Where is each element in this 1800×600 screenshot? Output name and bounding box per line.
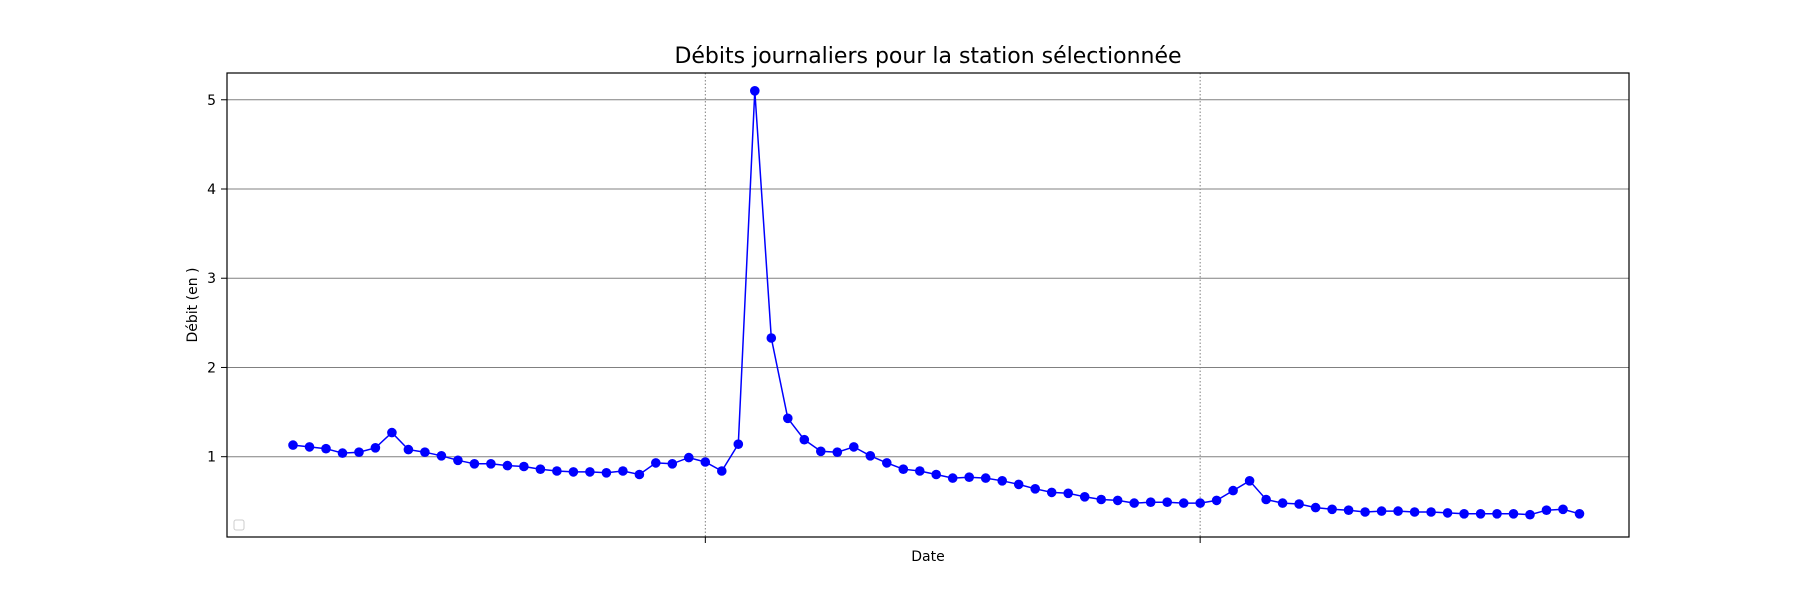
data-point xyxy=(750,86,760,96)
y-tick-label: 5 xyxy=(207,93,216,109)
data-point xyxy=(947,473,958,483)
data-point xyxy=(1426,507,1436,517)
data-point xyxy=(766,333,777,343)
chart-title: Débits journaliers pour la station sélec… xyxy=(674,44,1181,69)
data-point xyxy=(964,472,974,483)
legend-box xyxy=(233,519,245,531)
series-layer xyxy=(288,86,1585,520)
data-point xyxy=(469,459,480,469)
data-point xyxy=(535,464,546,475)
data-point xyxy=(618,466,628,476)
data-point xyxy=(337,448,348,458)
data-point xyxy=(1112,495,1123,506)
data-point xyxy=(1294,499,1304,509)
data-point xyxy=(849,442,859,452)
data-point xyxy=(915,466,925,476)
data-point xyxy=(453,455,463,466)
data-point xyxy=(931,469,941,480)
data-point xyxy=(601,468,612,478)
data-point xyxy=(519,461,529,472)
data-point xyxy=(1360,507,1370,517)
y-tick-label: 1 xyxy=(207,450,216,466)
data-point xyxy=(700,457,711,467)
data-point xyxy=(651,458,661,468)
data-point xyxy=(1277,498,1288,508)
data-point xyxy=(1013,479,1024,490)
data-point xyxy=(1541,505,1552,515)
data-point xyxy=(1409,507,1420,517)
data-point xyxy=(370,443,381,453)
plot-frame xyxy=(226,72,1630,538)
data-point xyxy=(420,447,430,458)
data-point xyxy=(1162,497,1172,508)
data-point xyxy=(1145,497,1156,508)
data-point xyxy=(436,451,447,461)
data-point xyxy=(898,464,909,475)
data-point xyxy=(1178,498,1189,508)
data-point xyxy=(684,452,694,463)
data-point xyxy=(1046,487,1057,498)
y-tick-label: 4 xyxy=(207,182,216,198)
data-point xyxy=(1492,509,1502,519)
data-point xyxy=(865,451,876,461)
data-point xyxy=(1096,494,1106,505)
series-line xyxy=(292,90,1580,516)
data-point xyxy=(1244,476,1255,486)
data-point xyxy=(552,466,562,476)
data-point xyxy=(832,447,843,458)
data-point xyxy=(568,467,579,477)
x-ticks xyxy=(704,537,1201,543)
data-point xyxy=(1393,506,1403,516)
data-point xyxy=(1508,509,1519,519)
data-point xyxy=(1079,492,1090,502)
data-point xyxy=(1030,484,1040,494)
data-point xyxy=(1459,509,1469,519)
data-point xyxy=(304,442,315,452)
data-point xyxy=(387,427,397,438)
data-point xyxy=(403,444,414,455)
data-point xyxy=(997,476,1007,486)
data-point xyxy=(288,440,298,450)
data-point xyxy=(882,458,892,468)
x-axis-label: Date xyxy=(911,549,944,565)
data-point xyxy=(1063,488,1073,499)
data-point xyxy=(1129,498,1139,508)
y-tick-label: 2 xyxy=(207,360,216,376)
y-tick-label: 3 xyxy=(207,271,216,287)
data-point xyxy=(1558,504,1568,515)
data-point xyxy=(1211,495,1222,506)
data-point xyxy=(980,473,991,483)
data-point xyxy=(1525,509,1535,520)
data-point xyxy=(667,459,678,469)
data-point xyxy=(1442,508,1453,518)
data-point xyxy=(634,469,645,480)
data-point xyxy=(1475,509,1486,519)
y-axis-label: Débit (en ) xyxy=(185,268,201,343)
data-point xyxy=(1195,498,1205,508)
data-point xyxy=(733,439,744,450)
data-point xyxy=(1261,494,1271,505)
data-point xyxy=(321,443,331,454)
data-point xyxy=(1376,506,1387,516)
data-point xyxy=(799,434,810,445)
data-point xyxy=(1343,505,1354,515)
data-point xyxy=(1574,509,1585,519)
data-point xyxy=(354,447,364,458)
data-point xyxy=(783,413,793,424)
data-point xyxy=(1327,504,1337,515)
data-point xyxy=(486,459,496,469)
data-point xyxy=(816,446,826,457)
y-ticks: 1 2 3 4 5 xyxy=(207,93,227,466)
data-point xyxy=(717,466,727,476)
data-point xyxy=(585,467,595,477)
data-point xyxy=(502,460,513,471)
data-point xyxy=(1310,502,1321,513)
data-point xyxy=(1228,485,1238,496)
grid xyxy=(227,73,1629,537)
